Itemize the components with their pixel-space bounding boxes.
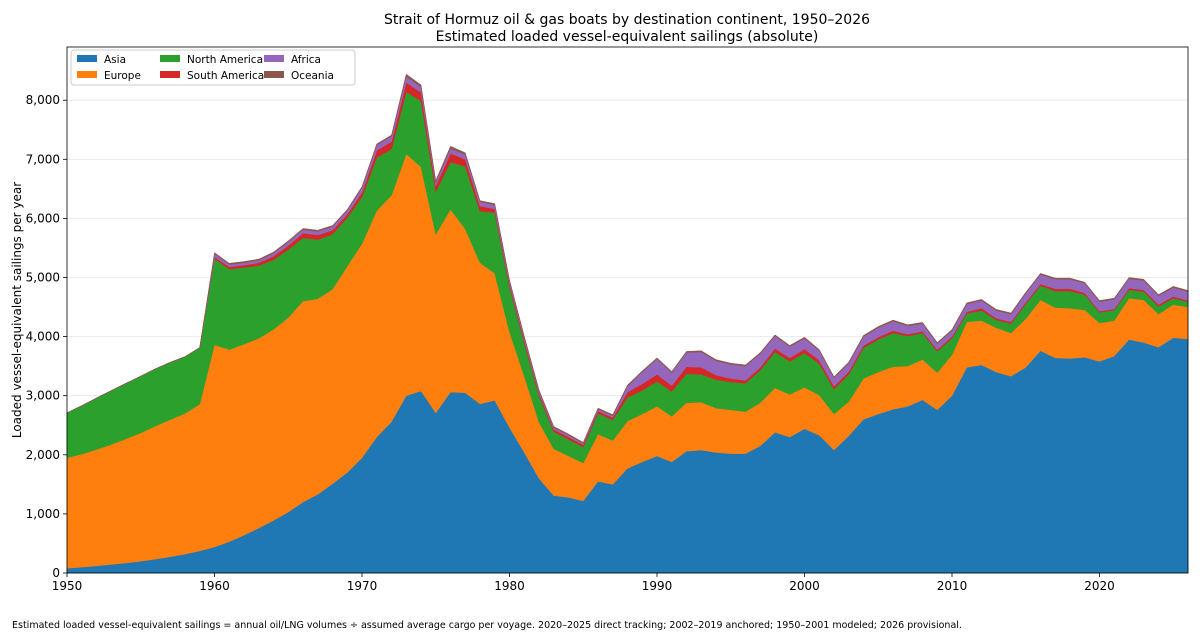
x-tick-label: 2000 [789,579,820,593]
legend-swatch-europe [77,71,97,78]
x-tick-label: 1980 [494,579,525,593]
y-axis-ticks: 0 1,000 2,000 3,000 4,000 5,000 6,000 7,000 8,00… [26,93,67,580]
y-tick-label: 1,000 [26,507,60,521]
plot-frame [66,46,1189,574]
legend-swatch-africa [264,55,284,62]
x-tick-label: 2010 [937,579,968,593]
legend-swatch-asia [77,55,97,62]
y-tick-label: 5,000 [26,270,60,284]
y-tick-label: 4,000 [26,330,60,344]
x-tick-label: 1970 [347,579,378,593]
y-tick-label: 6,000 [26,211,60,225]
stacked-areas [66,73,1189,574]
footnote: Estimated loaded vessel-equivalent saili… [12,620,962,631]
x-tick-label: 1990 [642,579,673,593]
legend-swatch-south-america [160,71,180,78]
y-tick-label: 2,000 [26,448,60,462]
y-axis-label: Loaded vessel-equivalent sailings per ye… [10,182,24,438]
legend-swatch-oceania [264,71,284,78]
y-tick-label: 8,000 [26,93,60,107]
y-tick-label: 7,000 [26,152,60,166]
legend-label-europe: Europe [104,70,141,82]
x-axis-ticks: 1950 1960 1970 1980 1990 2000 2010 2020 [52,573,1115,593]
legend-swatch-north-america [160,55,180,62]
legend-label-asia: Asia [104,54,126,66]
legend-label-africa: Africa [291,54,321,66]
legend-label-north-america: North America [187,54,263,66]
legend-label-south-america: South America [187,70,264,82]
legend: Asia Europe North America South America Afri… [70,49,356,86]
y-tick-label: 3,000 [26,389,60,403]
legend-label-oceania: Oceania [291,70,334,82]
x-tick-label: 1950 [52,579,83,593]
y-tick-label: 0 [52,566,60,580]
x-tick-label: 1960 [199,579,230,593]
chart-subtitle: Estimated loaded vessel-equivalent saili… [436,29,819,45]
chart-title: Strait of Hormuz oil & gas boats by dest… [384,12,870,28]
x-tick-label: 2020 [1084,579,1115,593]
